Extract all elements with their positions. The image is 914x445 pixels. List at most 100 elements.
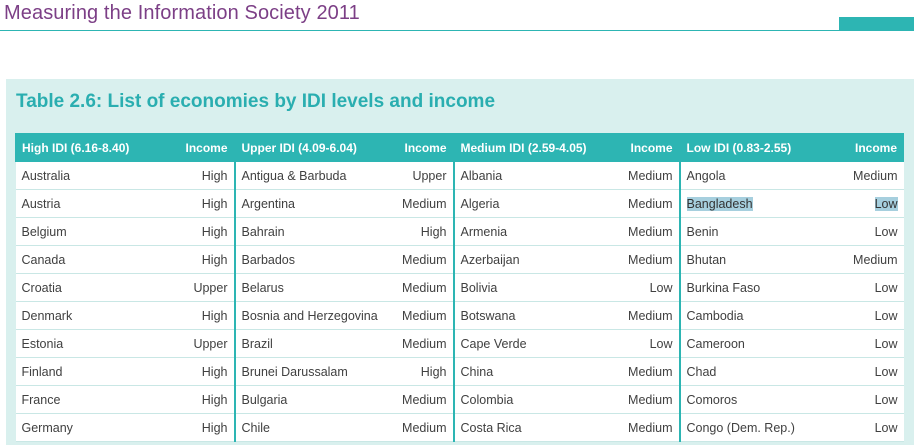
economy-name: Cambodia xyxy=(686,308,744,323)
economy-name: Belgium xyxy=(21,224,67,239)
low-economy-cell: Bangladesh xyxy=(678,189,838,218)
table-row: Germany High Chile Medium Costa Rica Medium Co… xyxy=(15,413,904,442)
high-economy-cell: Croatia xyxy=(15,273,167,302)
income-level: Medium xyxy=(402,336,447,351)
high-income-cell: High xyxy=(166,413,236,442)
table-row: France High Bulgaria Medium Colombia Medium Co… xyxy=(15,385,904,414)
economy-name: Brunei Darussalam xyxy=(241,364,348,379)
economy-name: Benin xyxy=(686,224,719,239)
medium-income-cell: Medium xyxy=(611,217,681,246)
income-level: Low xyxy=(874,308,898,323)
table-title: Table 2.6: List of economies by IDI leve… xyxy=(16,91,496,112)
economy-name: Chile xyxy=(241,420,271,435)
medium-economy-cell: Colombia xyxy=(452,385,612,414)
income-level: Medium xyxy=(628,196,673,211)
income-level: High xyxy=(420,224,447,239)
medium-income-cell: Medium xyxy=(611,413,681,442)
economy-name: Germany xyxy=(21,420,73,435)
document-title: Measuring the Information Society 2011 xyxy=(4,2,360,24)
high-income-cell: High xyxy=(166,385,236,414)
income-level: Medium xyxy=(853,252,898,267)
header-upper-income: Income xyxy=(385,133,455,162)
upper-economy-cell: Argentina xyxy=(233,189,386,218)
economy-name: Chad xyxy=(686,364,717,379)
upper-economy-cell: Barbados xyxy=(233,245,386,274)
economy-name: Argentina xyxy=(241,196,296,211)
upper-economy-cell: Belarus xyxy=(233,273,386,302)
economy-name: Costa Rica xyxy=(460,420,522,435)
economy-name: Bulgaria xyxy=(241,392,288,407)
table-row: Estonia Upper Brazil Medium Cape Verde Low Cam… xyxy=(15,329,904,358)
header-high-idi: High IDI (6.16-8.40) xyxy=(15,133,167,162)
low-income-cell: Medium xyxy=(837,245,904,274)
income-level: High xyxy=(201,364,228,379)
income-level: Low xyxy=(874,392,898,407)
income-level: High xyxy=(201,392,228,407)
header-high-income: Income xyxy=(166,133,236,162)
low-economy-cell: Burkina Faso xyxy=(678,273,838,302)
income-level: Medium xyxy=(402,280,447,295)
income-level: High xyxy=(420,364,447,379)
income-level: Low xyxy=(649,336,673,351)
table-row: Austria High Argentina Medium Algeria Medium B… xyxy=(15,189,904,218)
high-economy-cell: Germany xyxy=(15,413,167,442)
economy-name: Colombia xyxy=(460,392,514,407)
low-economy-cell: Bhutan xyxy=(678,245,838,274)
medium-economy-cell: Algeria xyxy=(452,189,612,218)
economy-name: Estonia xyxy=(21,336,64,351)
income-level: Low xyxy=(874,420,898,435)
high-income-cell: High xyxy=(166,161,236,190)
income-level: Medium xyxy=(402,196,447,211)
table-row: Finland High Brunei Darussalam High China Med… xyxy=(15,357,904,386)
income-level: Upper xyxy=(193,280,228,295)
upper-income-cell: High xyxy=(385,217,455,246)
economy-name: Croatia xyxy=(21,280,62,295)
high-economy-cell: Canada xyxy=(15,245,167,274)
income-level: High xyxy=(201,224,228,239)
economy-name: Cameroon xyxy=(686,336,745,351)
header-upper-idi: Upper IDI (4.09-6.04) xyxy=(233,133,386,162)
medium-income-cell: Medium xyxy=(611,245,681,274)
low-economy-cell: Angola xyxy=(678,161,838,190)
income-level: Low xyxy=(874,280,898,295)
table-row: Belgium High Bahrain High Armenia Medium Benin… xyxy=(15,217,904,246)
economy-name: Bolivia xyxy=(460,280,498,295)
upper-income-cell: Upper xyxy=(385,161,455,190)
upper-economy-cell: Brazil xyxy=(233,329,386,358)
income-level: High xyxy=(201,168,228,183)
income-level: High xyxy=(201,420,228,435)
medium-economy-cell: Bolivia xyxy=(452,273,612,302)
economy-name: Bangladesh xyxy=(686,196,753,211)
economy-name: Brazil xyxy=(241,336,273,351)
income-level: High xyxy=(201,308,228,323)
economy-name: Congo (Dem. Rep.) xyxy=(686,420,795,435)
high-economy-cell: Belgium xyxy=(15,217,167,246)
table-row: Croatia Upper Belarus Medium Bolivia Low Burki… xyxy=(15,273,904,302)
upper-economy-cell: Brunei Darussalam xyxy=(233,357,386,386)
economy-name: Antigua & Barbuda xyxy=(241,168,347,183)
economy-name: Denmark xyxy=(21,308,73,323)
low-economy-cell: Cambodia xyxy=(678,301,838,330)
low-income-cell: Low xyxy=(837,413,904,442)
upper-income-cell: Medium xyxy=(385,329,455,358)
medium-income-cell: Low xyxy=(611,329,681,358)
table-header-row: High IDI (6.16-8.40) Income Upper IDI (4.0… xyxy=(15,133,904,162)
income-level: Medium xyxy=(402,252,447,267)
medium-economy-cell: China xyxy=(452,357,612,386)
income-level: Medium xyxy=(628,420,673,435)
income-level: Low xyxy=(649,280,673,295)
low-income-cell: Low xyxy=(837,217,904,246)
upper-income-cell: Medium xyxy=(385,301,455,330)
upper-economy-cell: Bulgaria xyxy=(233,385,386,414)
upper-income-cell: Medium xyxy=(385,245,455,274)
income-level: High xyxy=(201,196,228,211)
income-level: Low xyxy=(874,224,898,239)
medium-economy-cell: Botswana xyxy=(452,301,612,330)
income-level: Upper xyxy=(412,168,447,183)
income-level: Medium xyxy=(402,420,447,435)
high-economy-cell: Austria xyxy=(15,189,167,218)
income-level: Medium xyxy=(628,392,673,407)
economy-name: China xyxy=(460,364,494,379)
header-medium-idi: Medium IDI (2.59-4.05) xyxy=(452,133,612,162)
medium-economy-cell: Cape Verde xyxy=(452,329,612,358)
